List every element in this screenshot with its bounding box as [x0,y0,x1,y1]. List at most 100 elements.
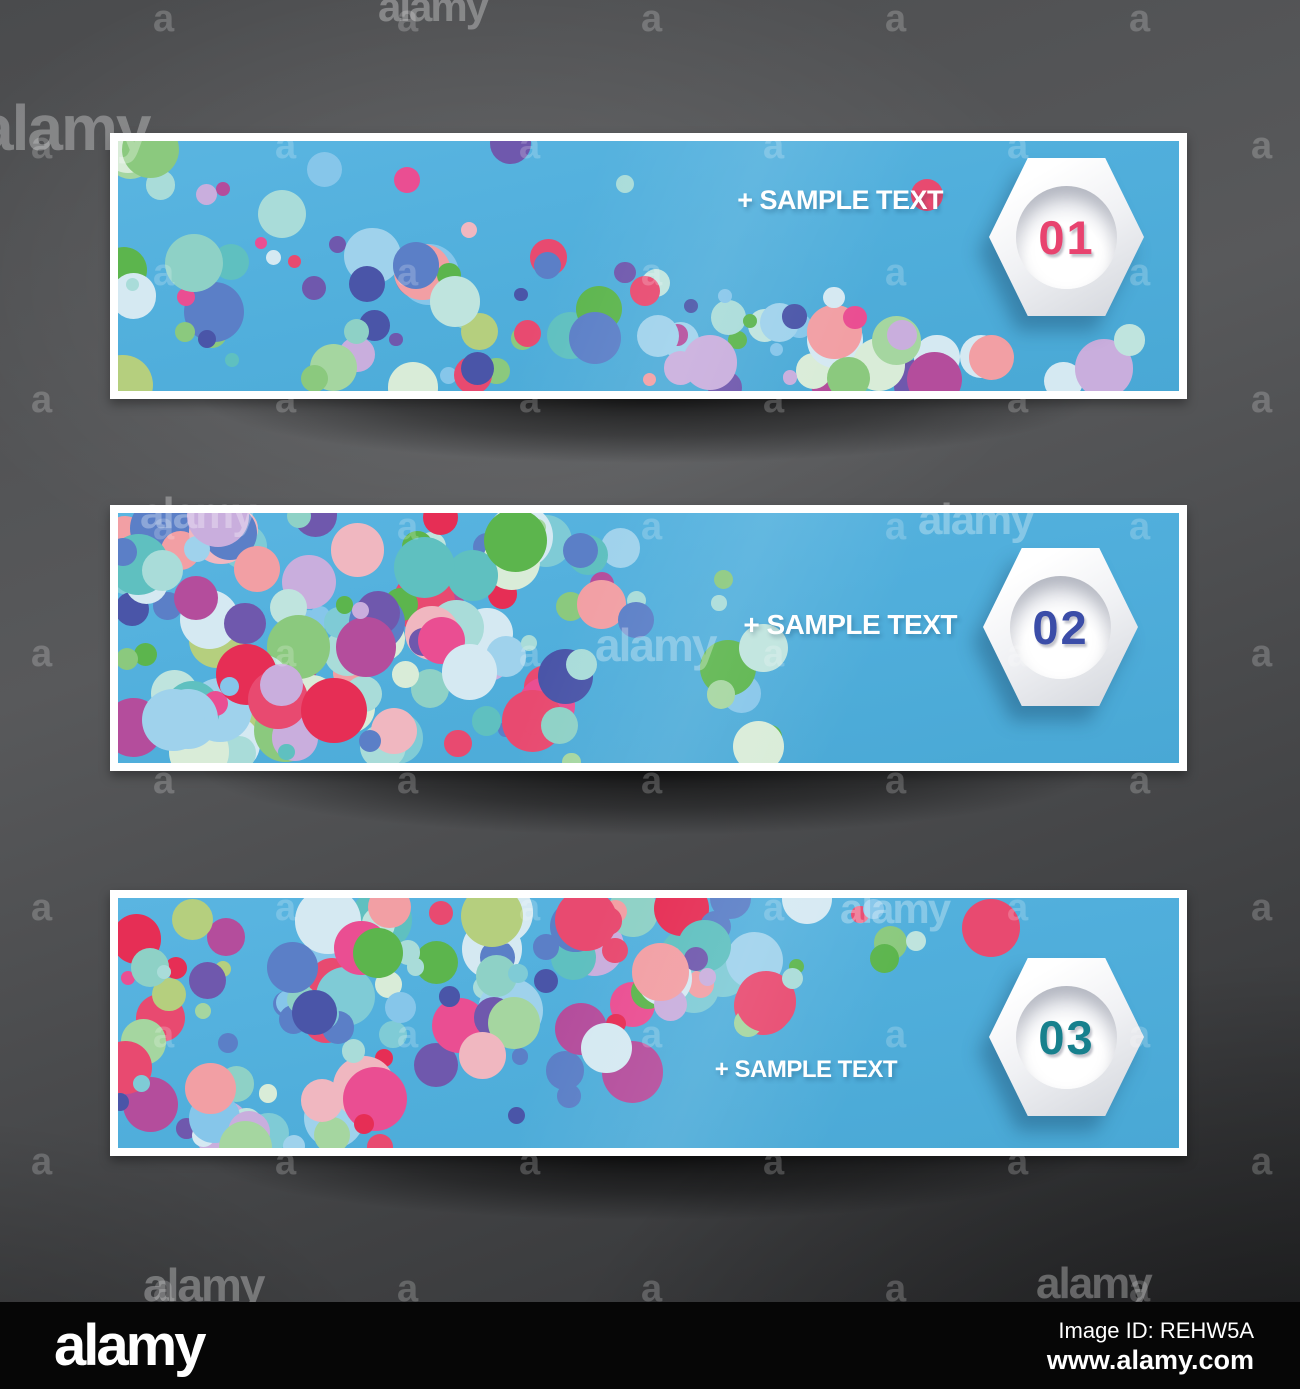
dot [732,720,784,763]
dot [706,680,736,709]
dot [823,286,845,309]
dot [171,899,213,941]
dot [843,305,868,330]
dot [118,647,139,670]
dot [353,927,404,978]
dot [441,644,498,701]
dot [142,688,205,752]
dot [524,719,541,735]
footer-bar: alamy Image ID: REHW5A www.alamy.com [0,1302,1300,1389]
watermark-letter: a [1251,125,1273,167]
hexagon-icon: 01 [989,158,1144,316]
dot [260,663,303,707]
dot [698,968,717,987]
watermark-letter: a [1251,887,1273,929]
dot [330,523,385,577]
banner-3-number: 03 [1038,1010,1095,1064]
dot [301,677,367,744]
dot [344,319,370,344]
dot [557,1084,581,1108]
dot [306,151,343,188]
dot [394,537,456,598]
badge-inner-circle: 02 [1010,575,1111,679]
banner-design-1: + SAMPLE TEXT 01 [110,133,1187,399]
dot [489,141,531,164]
dot [540,707,578,745]
dot [565,648,598,681]
dot [511,1048,529,1065]
dot [302,276,326,300]
dot [215,182,230,197]
dot [353,1114,375,1135]
dot [684,298,699,313]
dot [508,1106,526,1124]
watermark-letter: a [31,887,53,929]
dot [423,513,459,536]
watermark-letter: a [153,0,175,40]
banner-3-dot-pattern [118,898,1179,1148]
dot [120,971,135,986]
dot [887,320,918,351]
dot [313,1117,350,1148]
banner-2-drop-shadow [130,769,1167,861]
dot [581,1022,632,1074]
dot [728,330,747,350]
banner-design-3: + SAMPLE TEXT 03 [110,890,1187,1156]
banner-2-number: 02 [1032,600,1089,654]
dot [514,287,529,302]
dot [278,743,295,760]
dot [483,513,547,573]
dot [460,898,523,948]
watermark-letter: a [31,379,53,421]
dot [258,1084,278,1103]
dot [224,353,239,367]
footer-info: Image ID: REHW5A www.alamy.com [1047,1317,1254,1375]
banner-1-drop-shadow [130,397,1167,489]
dot [185,1063,236,1114]
dot [300,1079,344,1122]
dot [118,1092,130,1112]
banner-2-sample-text: + SAMPLE TEXT [743,609,957,640]
dot [195,184,217,206]
dot [349,265,386,302]
dot [429,276,481,327]
dot [618,602,654,638]
hexagon-icon: 03 [989,958,1144,1116]
dot [711,595,727,611]
dot [1113,324,1146,357]
dot [385,992,417,1023]
watermark-letter: a [397,0,419,40]
dot [533,969,558,994]
dot [717,288,732,303]
dot [343,1067,408,1132]
dot [219,676,240,697]
dot [769,342,784,357]
dot [562,532,599,569]
dot [359,729,382,752]
watermark-word: alamy [1036,1259,1153,1308]
dot [910,178,944,212]
dot [118,354,153,391]
dot [387,362,439,391]
dot [869,944,899,973]
banner-1-sample-text: + SAMPLE TEXT [737,185,943,215]
dot [286,513,311,529]
dot [562,752,581,763]
image-id-text: Image ID: REHW5A [1058,1317,1254,1343]
watermark-letter: a [1251,379,1273,421]
watermark-letter: a [1251,1141,1273,1183]
dot [217,1032,238,1053]
banner-1-number: 01 [1038,210,1095,264]
dot [118,538,137,566]
dot [711,299,747,335]
dot [265,250,282,266]
dot [335,617,396,677]
dot [781,898,832,925]
banner-1-dot-pattern [118,141,1179,391]
dot [157,965,171,979]
dot [629,275,660,306]
dot [460,221,478,239]
dot [631,942,690,1001]
watermark-word: alamy [378,0,489,30]
